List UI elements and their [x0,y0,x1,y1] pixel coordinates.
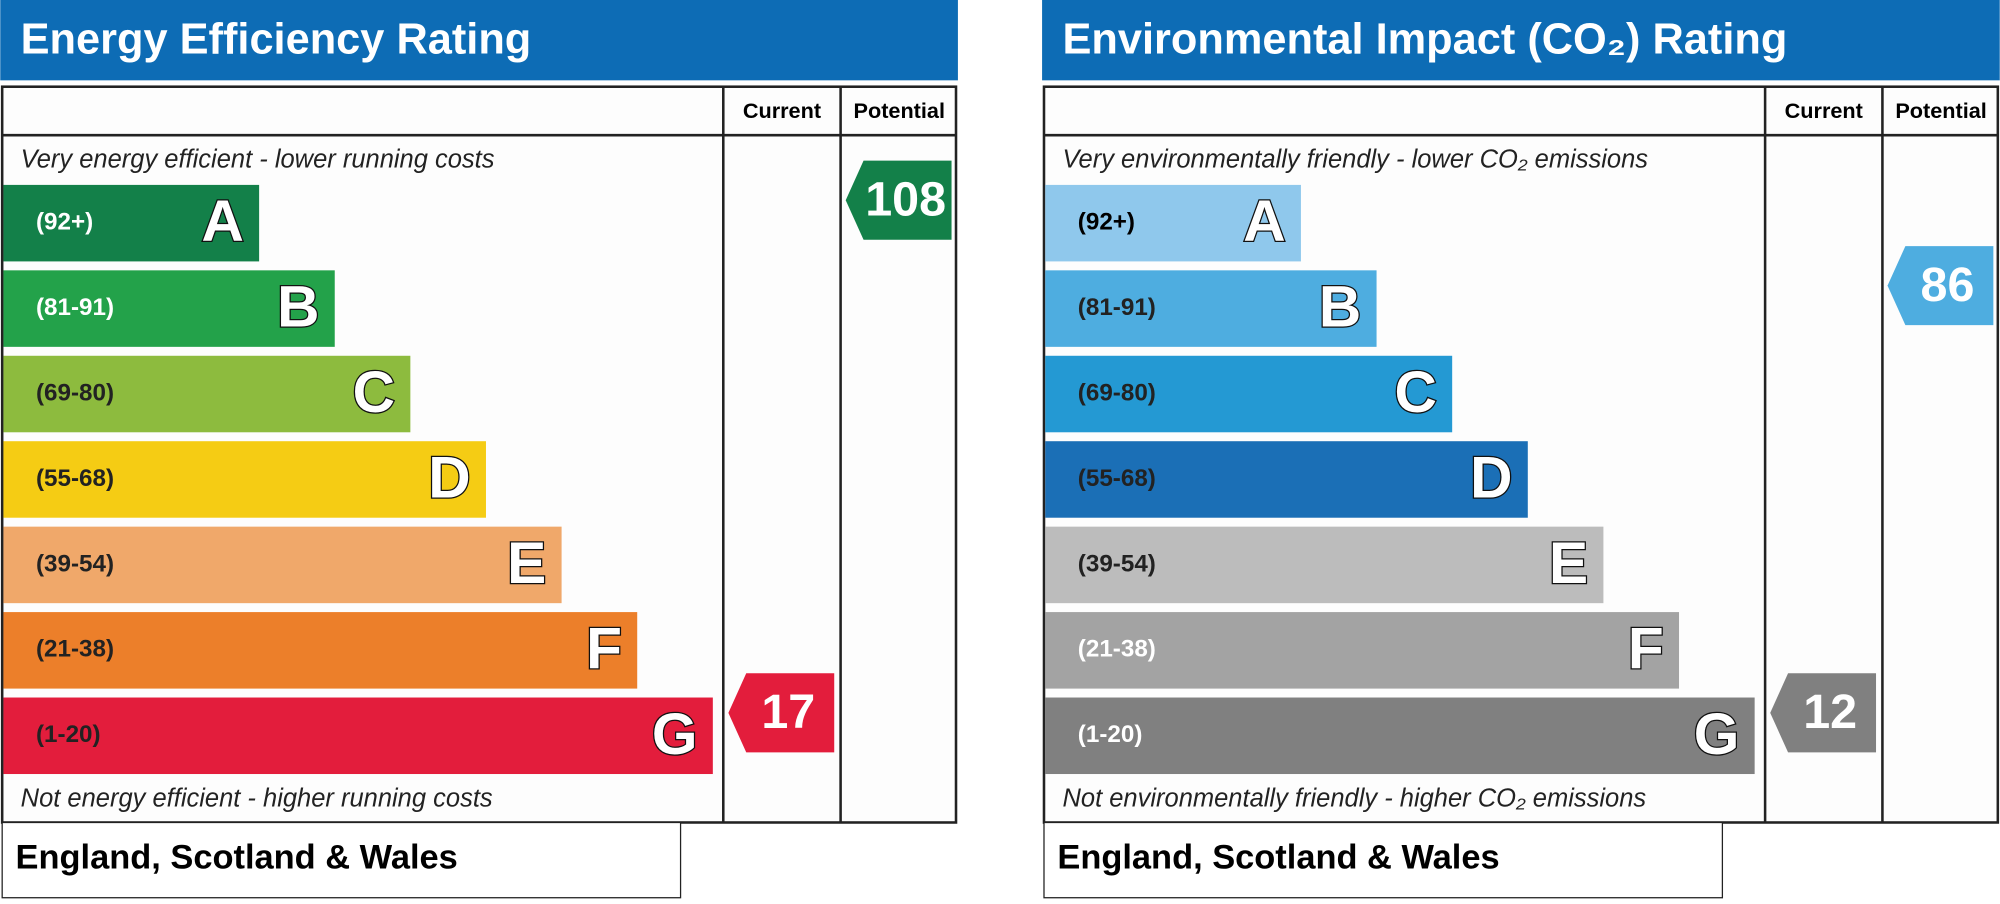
band-range: (81-91) [36,294,114,321]
band-range: (55-68) [36,465,114,492]
band-bar [1045,270,1377,347]
current-arrow [1770,673,1877,753]
footer-box [1043,821,1724,899]
current-arrow [728,673,835,753]
band-letter: D [1470,446,1512,511]
band-letter: B [1319,275,1361,340]
rating-panel: Energy Efficiency Rating Current Potential… [0,0,958,899]
band-bar [1045,612,1680,689]
potential-value: 108 [865,173,946,227]
band-bar [1045,441,1528,518]
bottom-note: Not environmentally friendly - higher CO… [1062,784,1646,812]
band-bar [1045,355,1453,433]
header-potential: Potential [1895,98,1986,123]
band-bar [1045,697,1755,775]
band-range: (39-54) [1078,550,1156,577]
band-letter: G [1694,702,1740,767]
band-bar [3,612,638,689]
band-bar [1045,184,1301,262]
panel-title: Environmental Impact (CO₂) Rating [1062,16,1787,64]
band-letter: F [586,616,622,681]
potential-arrow [845,160,952,240]
potential-value: 86 [1921,258,1975,312]
title-bar [0,0,958,81]
footer: England, Scotland & Wales [1057,839,1499,877]
header-potential: Potential [854,98,945,123]
footer-box [1,821,682,899]
band-letter: G [652,702,698,767]
band-bar [1045,526,1604,604]
band-range: (1-20) [36,721,101,748]
current-value: 17 [761,685,815,739]
top-note: Very environmentally friendly - lower CO… [1062,145,1648,173]
band-range: (81-91) [1078,294,1156,321]
current-value: 12 [1803,685,1857,739]
bottom-note: Not energy efficient - higher running co… [21,784,493,812]
band-range: (92+) [36,209,93,236]
band-range: (69-80) [36,379,114,406]
band-bar [3,184,260,262]
band-letter: C [353,360,395,425]
band-letter: D [428,446,470,511]
band-bar [3,526,562,604]
header-current: Current [743,98,821,123]
band-bar [3,697,713,775]
panel-title: Energy Efficiency Rating [21,16,532,64]
header-current: Current [1785,98,1863,123]
potential-arrow [1887,246,1994,326]
band-range: (55-68) [1078,465,1156,492]
band-bar [3,355,411,433]
band-letter: E [507,531,546,596]
band-letter: C [1395,360,1437,425]
rating-panel: Environmental Impact (CO₂) Rating Current… [1042,0,2000,899]
top-note: Very energy efficient - lower running co… [21,145,495,173]
band-letter: A [1243,189,1285,254]
band-range: (39-54) [36,550,114,577]
band-letter: A [201,189,243,254]
band-range: (21-38) [36,636,114,663]
band-letter: F [1628,616,1664,681]
band-range: (21-38) [1078,636,1156,663]
band-letter: B [277,275,319,340]
band-range: (1-20) [1078,721,1143,748]
band-range: (92+) [1078,209,1135,236]
band-letter: E [1549,531,1588,596]
band-bar [3,441,486,518]
band-range: (69-80) [1078,379,1156,406]
footer: England, Scotland & Wales [16,839,458,877]
title-bar [1042,0,2000,81]
band-bar [3,270,335,347]
